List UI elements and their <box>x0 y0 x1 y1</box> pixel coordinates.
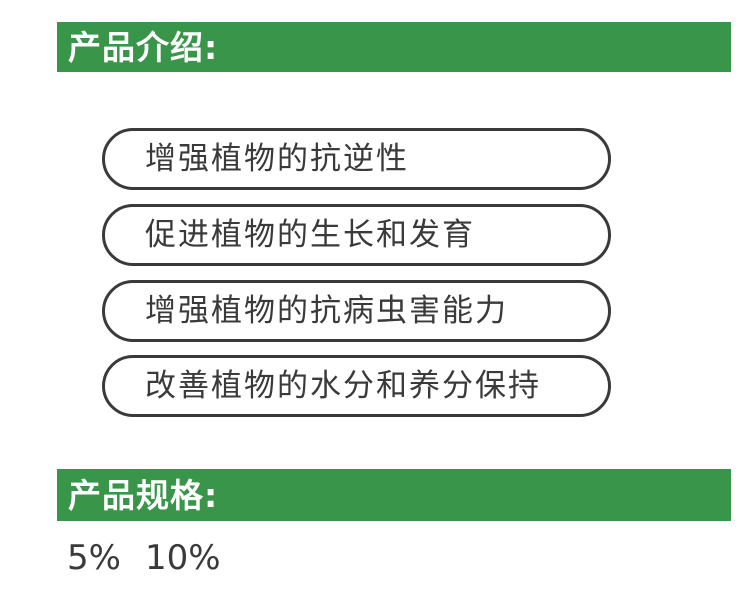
spec-values: 5% 10% <box>67 541 221 575</box>
feature-pill-label: 增强植物的抗病虫害能力 <box>145 292 508 329</box>
spec-value: 10% <box>144 538 221 578</box>
feature-pill-label: 增强植物的抗逆性 <box>145 140 409 177</box>
product-intro-banner: 产品介绍: <box>57 22 731 72</box>
feature-pill: 促进植物的生长和发育 <box>102 204 611 266</box>
feature-pill-label: 促进植物的生长和发育 <box>145 216 475 253</box>
feature-pill: 改善植物的水分和养分保持 <box>102 355 611 417</box>
spec-value: 5% <box>67 538 121 578</box>
feature-pill-label: 改善植物的水分和养分保持 <box>145 367 541 404</box>
feature-pill: 增强植物的抗逆性 <box>102 128 611 190</box>
feature-pill: 增强植物的抗病虫害能力 <box>102 280 611 342</box>
product-spec-banner: 产品规格: <box>57 469 731 521</box>
product-spec-title: 产品规格: <box>68 475 219 515</box>
product-intro-title: 产品介绍: <box>68 27 219 67</box>
